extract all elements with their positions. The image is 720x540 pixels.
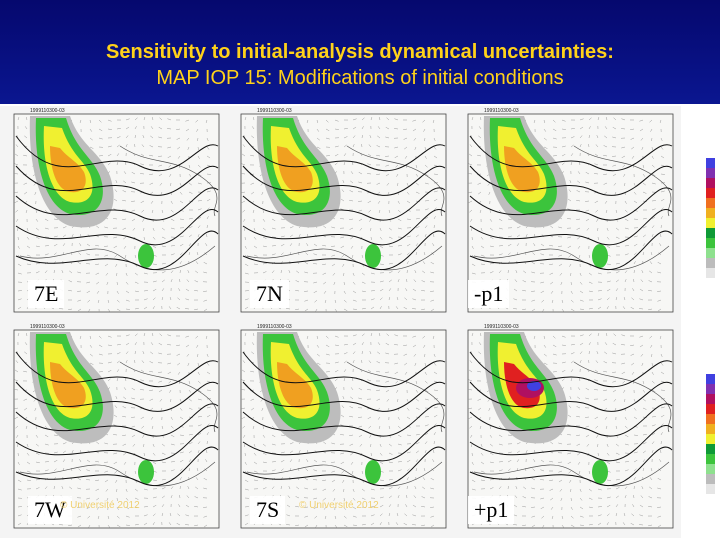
slide-title: Sensitivity to initial-analysis dynamica… (106, 41, 614, 63)
experiment-label: 7E (28, 280, 65, 308)
color-bar-swatch (706, 268, 715, 278)
forecast-map-panel: 1999110300-03 (227, 322, 454, 538)
color-bar-swatch (706, 484, 715, 494)
color-bar-swatch (706, 394, 715, 404)
experiment-label: 7W (28, 496, 72, 524)
forecast-date-label: 1999110300-03 (257, 108, 292, 114)
forecast-map (467, 329, 674, 529)
experiment-label: 7N (250, 280, 289, 308)
color-bar-swatch (706, 414, 715, 424)
forecast-date-label: 1999110300-03 (30, 108, 65, 114)
forecast-date-label: 1999110300-03 (257, 324, 292, 330)
color-bar-swatch (706, 188, 715, 198)
copyright-watermark: © Université 2012 (60, 500, 140, 511)
forecast-map-panel: 1999110300-03 (454, 106, 681, 322)
color-bar-swatch (706, 238, 715, 248)
color-bar-swatch (706, 434, 715, 444)
experiment-label: 7S (250, 496, 286, 524)
forecast-map-panel: 1999110300-03 (227, 106, 454, 322)
forecast-map-panel: 1999110300-03 (0, 106, 227, 322)
color-bar-swatch (706, 168, 715, 178)
color-bar-swatch (706, 158, 715, 168)
color-bar-swatch (706, 228, 715, 238)
forecast-map (240, 113, 447, 313)
forecast-date-label: 1999110300-03 (484, 108, 519, 114)
color-bar-swatch (706, 404, 715, 414)
color-bar-swatch (706, 208, 715, 218)
color-bar-swatch (706, 384, 715, 394)
forecast-map (467, 113, 674, 313)
color-bar-swatch (706, 198, 715, 208)
experiment-label: -p1 (468, 280, 510, 308)
color-bar-swatch (706, 178, 715, 188)
color-bar-swatch (706, 474, 715, 484)
copyright-watermark: © Université 2012 (299, 500, 379, 511)
color-bar-swatch (706, 248, 715, 258)
slide-subtitle: MAP IOP 15: Modifications of initial con… (156, 67, 564, 89)
forecast-map-panel: 1999110300-03 (0, 322, 227, 538)
forecast-map (13, 113, 220, 313)
precip-color-bar (706, 374, 715, 494)
forecast-date-label: 1999110300-03 (484, 324, 519, 330)
forecast-map (13, 329, 220, 529)
experiment-label: +p1 (468, 496, 515, 524)
color-bar-swatch (706, 424, 715, 434)
slide-header: Sensitivity to initial-analysis dynamica… (0, 0, 720, 104)
color-bar-swatch (706, 218, 715, 228)
precip-color-bar (706, 158, 715, 278)
forecast-date-label: 1999110300-03 (30, 324, 65, 330)
color-bar-swatch (706, 258, 715, 268)
color-bar-swatch (706, 454, 715, 464)
color-bar-swatch (706, 374, 715, 384)
color-bar-swatch (706, 464, 715, 474)
forecast-map (240, 329, 447, 529)
color-bar-swatch (706, 444, 715, 454)
